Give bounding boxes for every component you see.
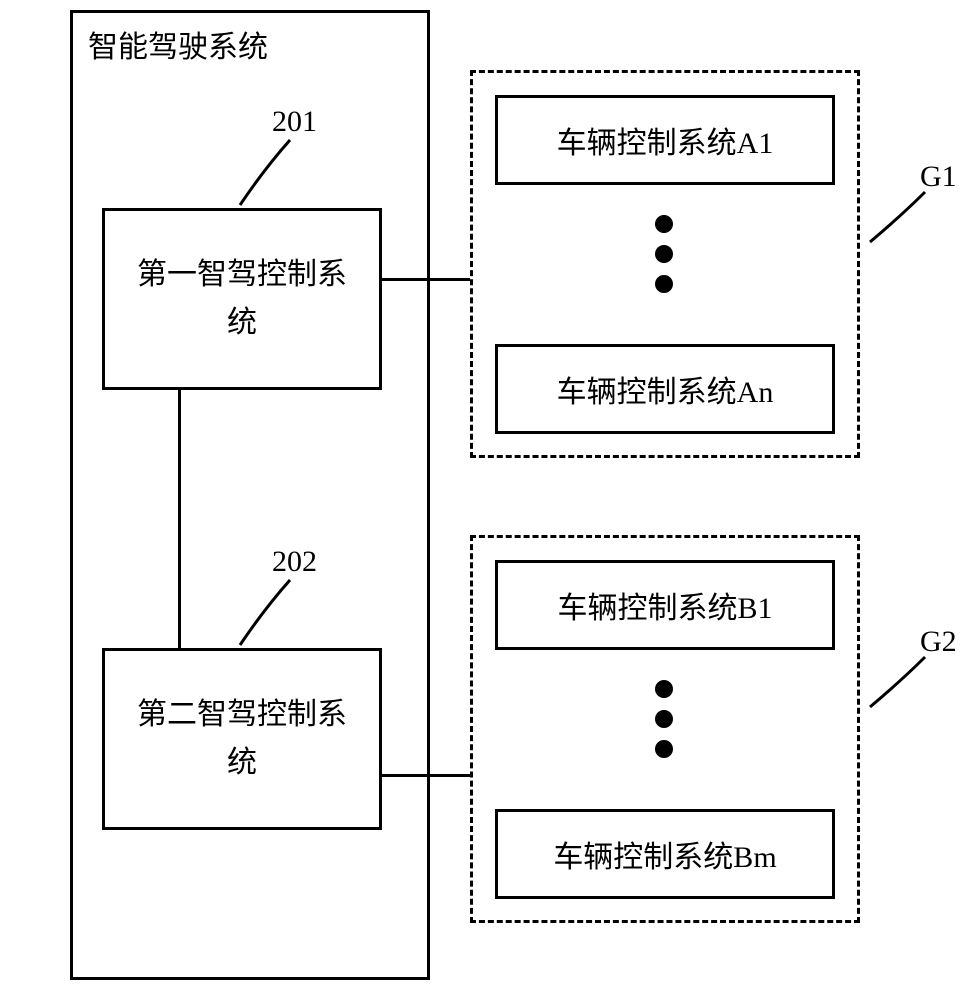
callout-g2-curve xyxy=(0,0,979,1000)
